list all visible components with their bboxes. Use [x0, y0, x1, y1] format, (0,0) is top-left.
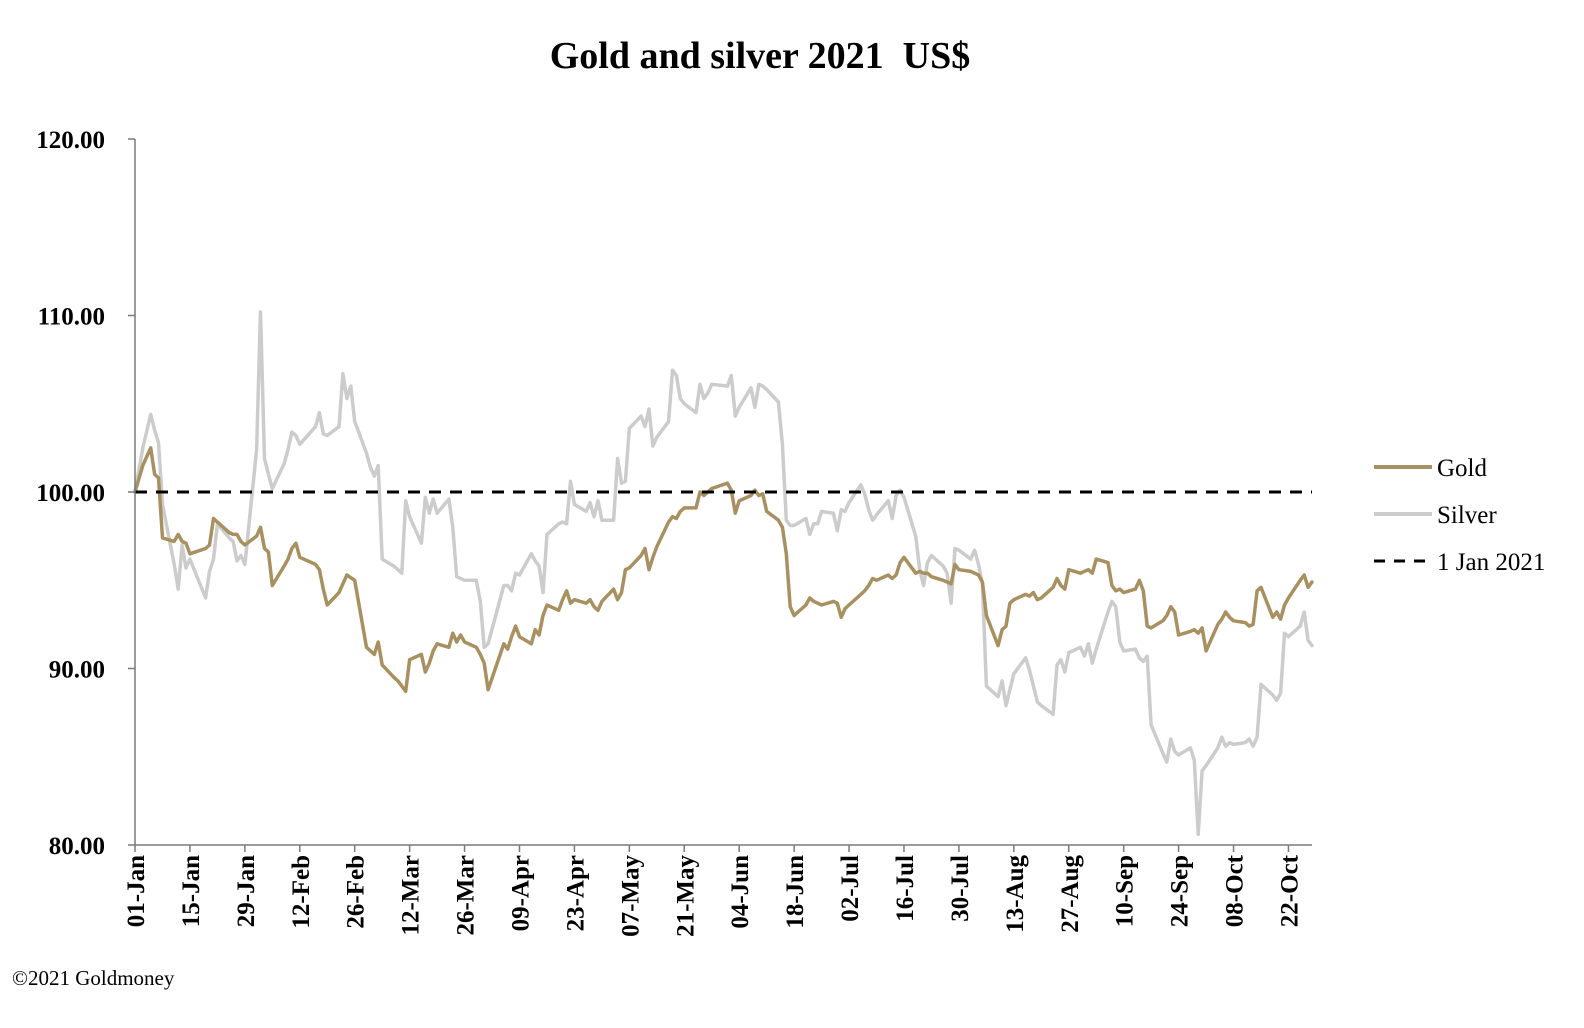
- x-tick-label: 16-Jul: [892, 855, 919, 922]
- legend-label: Silver: [1437, 502, 1497, 529]
- x-tick-label: 10-Sep: [1112, 855, 1139, 927]
- x-tick-label: 04-Jun: [727, 855, 754, 929]
- x-tick-label: 30-Jul: [947, 855, 974, 922]
- x-tick-label: 02-Jul: [837, 855, 864, 922]
- y-tick-label: 100.00: [36, 480, 105, 507]
- y-tick-label: 120.00: [36, 127, 105, 154]
- legend: Gold Silver 1 Jan 2021: [1374, 455, 1545, 576]
- x-tick-label: 29-Jan: [233, 855, 260, 927]
- x-tick-label: 15-Jan: [178, 855, 205, 927]
- y-tick-label: 90.00: [49, 657, 105, 684]
- copyright-notice: ©2021 Goldmoney: [12, 966, 175, 990]
- x-tick-label: 12-Mar: [398, 855, 425, 936]
- x-tick-label: 18-Jun: [782, 855, 809, 929]
- chart-title: Gold and silver 2021 US$: [549, 35, 971, 77]
- x-tick-label: 12-Feb: [288, 855, 315, 929]
- legend-label: Gold: [1437, 455, 1488, 482]
- y-tick-label: 110.00: [38, 304, 105, 331]
- x-tick-label: 21-May: [672, 855, 699, 937]
- series-line-silver: [133, 310, 1314, 837]
- x-axis: 01-Jan 15-Jan 29-Jan 12-Feb 26-Feb 12-Mar 26-M…: [123, 845, 1303, 937]
- x-tick-label: 27-Aug: [1057, 855, 1084, 933]
- x-tick-label: 09-Apr: [507, 855, 534, 931]
- x-tick-label: 07-May: [617, 855, 644, 937]
- x-tick-label: 08-Oct: [1222, 854, 1249, 927]
- x-tick-label: 22-Oct: [1276, 854, 1303, 927]
- series-layer: [133, 310, 1314, 837]
- x-tick-label: 01-Jan: [123, 855, 150, 927]
- x-tick-label: 24-Sep: [1167, 855, 1194, 927]
- legend-label: 1 Jan 2021: [1437, 549, 1545, 576]
- x-tick-label: 23-Apr: [562, 855, 589, 931]
- x-tick-label: 13-Aug: [1002, 855, 1029, 933]
- y-tick-label: 80.00: [49, 833, 105, 860]
- x-tick-label: 26-Mar: [453, 855, 480, 936]
- series-line-gold: [133, 446, 1314, 694]
- x-tick-label: 26-Feb: [343, 855, 370, 929]
- y-axis: 120.00 110.00 100.00 90.00 80.00: [36, 127, 135, 860]
